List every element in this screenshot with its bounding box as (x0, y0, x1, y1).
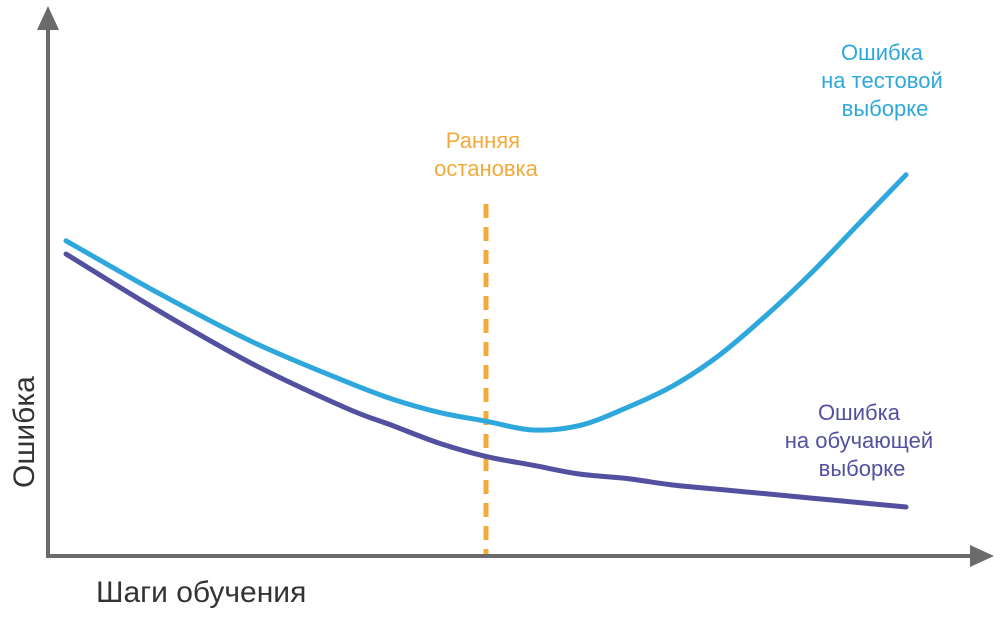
test-error-label: Ошибка на тестовой выборке (821, 40, 949, 121)
train-error-label-line-3: выборке (819, 456, 906, 481)
y-axis-label: Ошибка (8, 376, 41, 488)
early-stop-label: Ранняя остановка (434, 128, 538, 181)
test-error-line (63, 172, 909, 433)
train-error-label: Ошибка на обучающей выборке (785, 400, 940, 481)
early-stop-label-line-1: Ранняя (446, 128, 520, 153)
early-stop-label-line-2: остановка (434, 156, 538, 181)
test-error-label-line-2: на тестовой (821, 68, 943, 93)
train-error-line (63, 251, 909, 510)
train-error-label-line-2: на обучающей (785, 428, 933, 453)
test-error-label-line-1: Ошибка (841, 40, 924, 65)
y-axis-arrow-icon (37, 6, 59, 30)
x-axis-label: Шаги обучения (96, 576, 306, 609)
x-axis-arrow-icon (970, 545, 994, 567)
train-error-label-line-1: Ошибка (818, 400, 901, 425)
test-error-label-line-3: выборке (842, 96, 929, 121)
